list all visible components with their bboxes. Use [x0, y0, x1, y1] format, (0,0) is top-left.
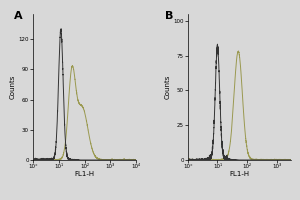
Y-axis label: Counts: Counts [10, 75, 16, 99]
Text: A: A [14, 11, 23, 21]
X-axis label: FL1-H: FL1-H [229, 171, 250, 177]
Text: B: B [165, 11, 173, 21]
Y-axis label: Counts: Counts [164, 75, 170, 99]
X-axis label: FL1-H: FL1-H [74, 171, 95, 177]
